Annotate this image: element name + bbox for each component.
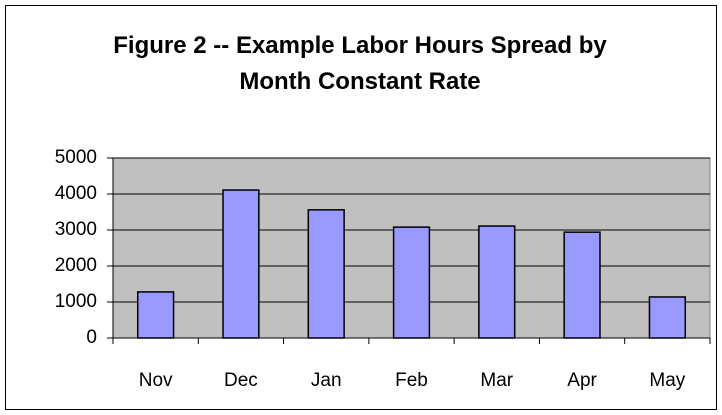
y-tick-label: 0 — [86, 327, 97, 348]
chart-title: Figure 2 -- Example Labor Hours Spread b… — [113, 32, 607, 95]
bar — [478, 225, 516, 339]
x-tick-label: Dec — [224, 370, 258, 391]
y-tick-label: 5000 — [55, 147, 97, 168]
x-tick-label: Mar — [480, 370, 513, 391]
bar — [307, 209, 345, 339]
bar — [136, 291, 175, 339]
y-tick-label: 4000 — [55, 183, 97, 204]
bar — [392, 226, 431, 339]
y-tick-label: 2000 — [55, 255, 97, 276]
x-tick-label: Feb — [395, 370, 428, 391]
bar — [563, 231, 601, 339]
x-tick-label: Apr — [567, 370, 597, 391]
y-tick-label: 1000 — [55, 291, 97, 312]
x-tick-label: Nov — [139, 370, 173, 391]
bar — [222, 189, 260, 339]
bar — [648, 296, 687, 339]
y-tick-label: 3000 — [55, 219, 97, 240]
x-tick-label: Jan — [311, 370, 342, 391]
x-tick-label: May — [649, 370, 685, 391]
